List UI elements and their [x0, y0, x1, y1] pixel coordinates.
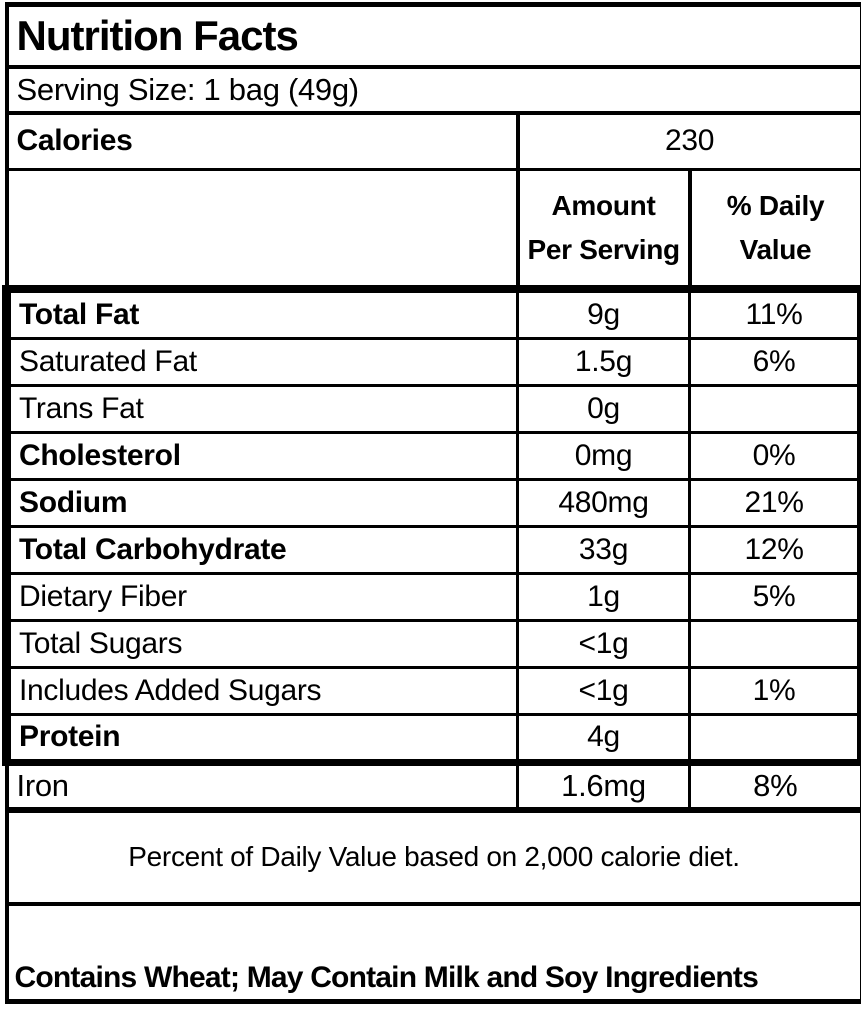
nutrient-daily-value: 11%: [687, 287, 861, 340]
nutrient-amount: <1g: [516, 666, 691, 716]
row-saturated-fat: Saturated Fat 1.5g 6%: [2, 337, 861, 387]
header-amount-line1: Amount: [551, 190, 656, 222]
calories-row: Calories 230: [4, 111, 861, 171]
nutrient-amount: 0g: [516, 384, 691, 434]
nutrient-daily-value: [687, 384, 861, 434]
nutrient-amount: 4g: [516, 713, 691, 766]
nutrient-amount: 33g: [516, 525, 691, 575]
nutrient-amount: 1g: [516, 572, 691, 622]
nutrition-facts-table: Nutrition Facts Serving Size: 1 bag (49g…: [2, 2, 861, 1004]
allergen-statement: Contains Wheat; May Contain Milk and Soy…: [4, 902, 861, 1004]
nutrient-daily-value: 0%: [687, 431, 861, 481]
row-includes-added-sugars: Includes Added Sugars <1g 1%: [2, 666, 861, 716]
row-total-fat: Total Fat 9g 11%: [2, 287, 861, 340]
nutrient-label: Sodium: [2, 478, 519, 528]
nutrient-label: Total Fat: [2, 287, 519, 340]
row-total-carbohydrate: Total Carbohydrate 33g 12%: [2, 525, 861, 575]
nutrient-amount: 0mg: [516, 431, 691, 481]
row-cholesterol: Cholesterol 0mg 0%: [2, 431, 861, 481]
nutrient-amount: 480mg: [516, 478, 691, 528]
row-sodium: Sodium 480mg 21%: [2, 478, 861, 528]
serving-size-row: Serving Size: 1 bag (49g): [4, 65, 861, 115]
nutrient-daily-value: 21%: [687, 478, 861, 528]
header-amount-line2: Per Serving: [527, 233, 681, 265]
footnote-row: Percent of Daily Value based on 2,000 ca…: [4, 808, 861, 906]
calories-label: Calories: [4, 111, 520, 171]
nutrient-amount: 1.5g: [516, 337, 691, 387]
nutrient-daily-value: [687, 713, 861, 766]
calories-value: 230: [515, 111, 861, 171]
nutrient-daily-value: 8%: [687, 761, 861, 813]
row-total-sugars: Total Sugars <1g: [2, 619, 861, 669]
nutrient-label: Includes Added Sugars: [2, 666, 519, 716]
label-title: Nutrition Facts: [4, 2, 861, 69]
header-amount-per-serving: Amount Per Serving: [515, 168, 692, 293]
nutrient-label: Total Carbohydrate: [2, 525, 519, 575]
header-daily-value: % Daily Value: [687, 168, 861, 293]
column-header-row: Amount Per Serving % Daily Value: [4, 168, 861, 293]
nutrient-amount: 1.6mg: [516, 761, 691, 813]
row-iron: Iron 1.6mg 8%: [4, 761, 861, 813]
serving-size-text: Serving Size: 1 bag (49g): [4, 65, 861, 115]
row-trans-fat: Trans Fat 0g: [2, 384, 861, 434]
header-dv-line1: % Daily: [726, 190, 825, 222]
nutrient-amount: 9g: [516, 287, 691, 340]
nutrient-amount: <1g: [516, 619, 691, 669]
header-dv-line2: Value: [739, 233, 812, 265]
nutrient-daily-value: 1%: [687, 666, 861, 716]
nutrient-label: Iron: [4, 761, 519, 813]
nutrient-daily-value: 5%: [687, 572, 861, 622]
nutrient-label: Total Sugars: [2, 619, 519, 669]
nutrient-daily-value: 12%: [687, 525, 861, 575]
nutrient-daily-value: 6%: [687, 337, 861, 387]
nutrient-label: Dietary Fiber: [2, 572, 519, 622]
nutrient-label: Protein: [2, 713, 519, 766]
daily-value-footnote: Percent of Daily Value based on 2,000 ca…: [4, 808, 861, 906]
nutrient-label: Trans Fat: [2, 384, 519, 434]
nutrient-label: Cholesterol: [2, 431, 519, 481]
title-row: Nutrition Facts: [4, 2, 861, 69]
allergen-row: Contains Wheat; May Contain Milk and Soy…: [4, 902, 861, 1004]
nutrient-daily-value: [687, 619, 861, 669]
row-protein: Protein 4g: [2, 713, 861, 766]
header-empty-cell: [4, 168, 520, 293]
row-dietary-fiber: Dietary Fiber 1g 5%: [2, 572, 861, 622]
nutrient-label: Saturated Fat: [2, 337, 519, 387]
